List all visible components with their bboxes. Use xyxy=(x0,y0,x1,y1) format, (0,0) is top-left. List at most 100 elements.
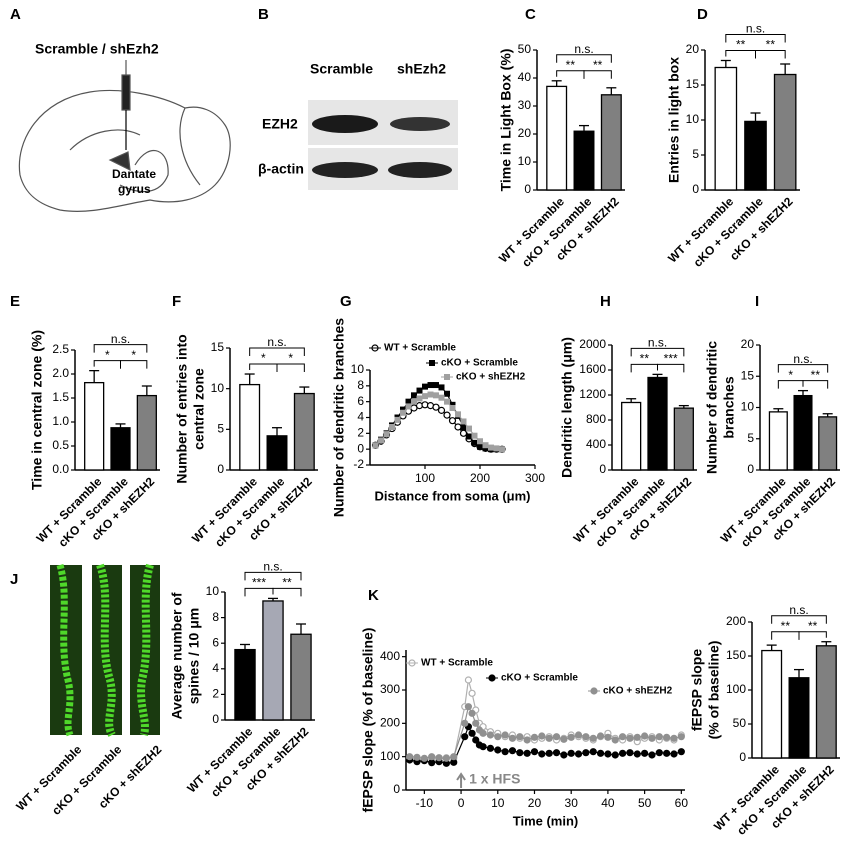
y-tick-label: 1.0 xyxy=(52,414,69,428)
legend-label: WT + Scramble xyxy=(384,343,456,354)
protein-label: β-actin xyxy=(258,161,304,177)
bar xyxy=(714,66,738,191)
point xyxy=(466,433,472,440)
y-axis-label: branches xyxy=(721,376,737,438)
significance-label: n.s. xyxy=(648,336,667,350)
point xyxy=(405,403,412,410)
lane-label: Scramble xyxy=(310,61,373,77)
point xyxy=(466,425,472,432)
bar xyxy=(647,376,668,471)
point xyxy=(460,418,467,425)
panel-label: B xyxy=(258,6,269,23)
y-tick-label: 10 xyxy=(518,154,532,168)
point xyxy=(626,734,634,742)
significance-label: *** xyxy=(252,576,266,590)
legend-label: WT + Scramble xyxy=(421,658,493,669)
x-tick-label: 60 xyxy=(675,796,689,810)
point xyxy=(677,748,685,756)
point xyxy=(438,394,445,401)
significance-bracket xyxy=(777,364,829,373)
point xyxy=(438,384,445,391)
panel-label: C xyxy=(525,6,536,23)
point xyxy=(405,398,412,405)
x-axis-label: Time (min) xyxy=(513,813,579,828)
point xyxy=(400,409,406,416)
point xyxy=(461,719,469,727)
y-tick-label: 1200 xyxy=(579,387,606,401)
panel-label: H xyxy=(600,293,611,310)
point xyxy=(422,383,428,390)
point xyxy=(455,411,461,418)
y-tick-label: 0 xyxy=(599,462,606,476)
bar xyxy=(768,411,788,471)
significance-label: n.s. xyxy=(793,352,812,366)
y-axis-label: Time in Light Box (%) xyxy=(498,49,514,192)
bar xyxy=(600,94,622,191)
bar xyxy=(744,120,767,191)
significance-bracket xyxy=(802,380,829,389)
point xyxy=(471,432,478,439)
y-tick-label: 0 xyxy=(212,712,219,726)
series-line xyxy=(409,704,682,759)
point xyxy=(648,751,656,759)
y-tick-label: 50 xyxy=(733,716,747,730)
significance-label: *** xyxy=(664,352,678,366)
x-tick-label: 300 xyxy=(525,471,545,485)
y-tick-label: -2 xyxy=(353,457,364,471)
y-tick-label: 5 xyxy=(692,147,699,161)
bar xyxy=(546,85,568,191)
point xyxy=(677,733,685,741)
significance-label: ** xyxy=(766,38,776,52)
point xyxy=(464,676,473,684)
y-tick-label: 5 xyxy=(747,431,754,445)
y-tick-label: 300 xyxy=(380,682,400,696)
y-tick-label: 0.5 xyxy=(52,438,69,452)
significance-label: ** xyxy=(736,38,746,52)
point xyxy=(501,748,509,756)
region-label: Dantate xyxy=(112,167,156,181)
point xyxy=(468,709,476,717)
y-tick-label: 0.0 xyxy=(52,462,69,476)
point xyxy=(530,733,539,741)
point xyxy=(477,438,483,445)
point xyxy=(516,733,524,741)
y-tick-label: 0 xyxy=(692,182,699,196)
y-tick-label: 8 xyxy=(212,610,219,624)
point xyxy=(433,392,439,399)
point xyxy=(482,445,489,452)
x-tick-label: 50 xyxy=(638,796,652,810)
point xyxy=(493,445,500,452)
point xyxy=(435,754,443,762)
point xyxy=(523,736,531,744)
point xyxy=(655,733,663,741)
panel-label: K xyxy=(368,587,379,604)
legend-label: cKO + shEZH2 xyxy=(603,686,673,697)
point xyxy=(633,733,641,741)
point xyxy=(449,401,456,408)
panel-label: I xyxy=(755,293,759,310)
point xyxy=(383,431,390,438)
point xyxy=(472,736,480,744)
y-tick-label: 15 xyxy=(211,340,225,354)
point xyxy=(530,748,539,756)
y-axis-label: Average number of xyxy=(169,592,185,719)
point xyxy=(589,734,597,742)
significance-label: n.s. xyxy=(789,603,808,617)
point xyxy=(552,733,561,741)
y-tick-label: 0 xyxy=(217,462,224,476)
y-axis-label: Number of dendritic xyxy=(704,341,720,474)
point xyxy=(545,734,553,742)
series-line xyxy=(409,679,682,761)
point xyxy=(464,703,473,711)
panel-label: E xyxy=(10,293,20,310)
point xyxy=(372,442,379,449)
point xyxy=(472,719,480,727)
point xyxy=(486,731,495,739)
point xyxy=(670,734,678,742)
point xyxy=(618,733,627,741)
y-tick-label: 4 xyxy=(357,410,364,424)
point xyxy=(406,753,414,761)
significance-label: ** xyxy=(811,368,821,382)
significance-label: * xyxy=(131,348,136,362)
